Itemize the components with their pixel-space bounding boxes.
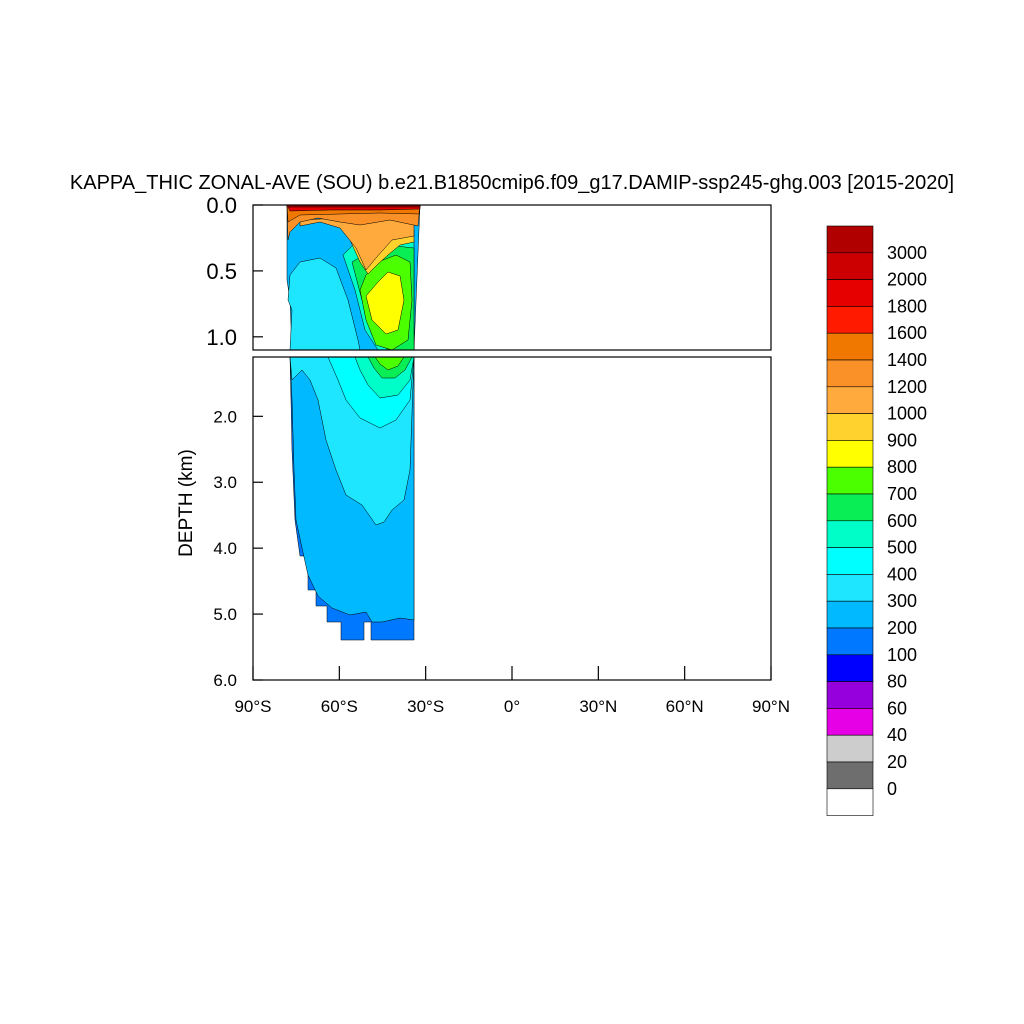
colorbar-box: [826, 332, 874, 361]
colorbar-label: 1400: [887, 350, 927, 370]
colorbar-label: 1000: [887, 404, 927, 424]
x-tick-label: 90°S: [234, 697, 271, 716]
colorbar-box: [826, 279, 874, 307]
colorbar-box: [826, 600, 874, 629]
colorbar-label: 20: [887, 752, 907, 772]
chart-title: KAPPA_THIC ZONAL-AVE (SOU) b.e21.B1850cm…: [69, 172, 955, 194]
upper-y-tick-label: 0.5: [206, 259, 237, 284]
upper-panel-frame: [252, 204, 772, 351]
colorbar: 3000200018001600140012001000900800700600…: [826, 225, 927, 816]
colorbar-label: 600: [887, 511, 917, 531]
colorbar-box: [826, 734, 874, 763]
upper-panel-field: [286, 205, 421, 350]
colorbar-box: [826, 574, 874, 602]
colorbar-box: [826, 654, 874, 682]
x-tick-label: 30°N: [579, 697, 617, 716]
colorbar-label: 60: [887, 698, 907, 718]
colorbar-label: 100: [887, 645, 917, 665]
colorbar-label: 700: [887, 484, 917, 504]
lower-y-tick-label: 5.0: [213, 605, 237, 624]
colorbar-label: 1600: [887, 323, 927, 343]
colorbar-label: 900: [887, 430, 917, 450]
colorbar-label: 300: [887, 591, 917, 611]
colorbar-box: [826, 252, 874, 280]
x-tick-label: 30°S: [407, 697, 444, 716]
colorbar-box: [826, 225, 874, 254]
colorbar-box: [826, 627, 874, 656]
lower-panel-field: [289, 357, 415, 641]
colorbar-label: 80: [887, 672, 907, 692]
colorbar-label: 500: [887, 538, 917, 558]
x-tick-label: 90°N: [752, 697, 790, 716]
x-tick-label: 60°N: [666, 697, 704, 716]
colorbar-label: 2000: [887, 270, 927, 290]
upper-y-axis: 0.0 0.5 1.0: [206, 193, 263, 350]
colorbar-box: [826, 359, 874, 388]
colorbar-label: 800: [887, 457, 917, 477]
colorbar-box: [826, 708, 874, 736]
colorbar-box: [826, 547, 874, 575]
colorbar-label: 1200: [887, 377, 927, 397]
colorbar-box: [826, 761, 874, 790]
upper-contour-band: [287, 257, 361, 350]
colorbar-label: 1800: [887, 296, 927, 316]
x-tick-label: 0°: [504, 697, 520, 716]
colorbar-label: 3000: [887, 243, 927, 263]
colorbar-box: [826, 413, 874, 441]
x-axis: 90°S 60°S 30°S 0° 30°N 60°N 90°N: [234, 666, 790, 716]
colorbar-box: [826, 440, 874, 468]
upper-y-tick-label: 1.0: [206, 325, 237, 350]
upper-y-tick-label: 0.0: [206, 193, 237, 218]
colorbar-box: [826, 681, 874, 709]
colorbar-label: 40: [887, 725, 907, 745]
lower-y-axis: 2.0 3.0 4.0 5.0 6.0: [213, 407, 263, 690]
y-axis-label: DEPTH (km): [176, 449, 197, 557]
x-tick-label: 60°S: [321, 697, 358, 716]
colorbar-label: 200: [887, 618, 917, 638]
lower-y-tick-label: 4.0: [213, 539, 237, 558]
colorbar-box: [826, 493, 874, 522]
colorbar-box: [826, 386, 874, 414]
colorbar-label: 0: [887, 779, 897, 799]
upper-contour-band: [365, 271, 405, 335]
colorbar-label: 400: [887, 564, 917, 584]
lower-y-tick-label: 6.0: [213, 671, 237, 690]
lower-y-tick-label: 2.0: [213, 407, 237, 426]
lower-contour-band: [374, 357, 405, 371]
colorbar-box: [826, 466, 874, 495]
colorbar-box: [826, 520, 874, 548]
lower-y-tick-label: 3.0: [213, 473, 237, 492]
colorbar-box: [826, 306, 874, 334]
colorbar-box: [826, 788, 874, 816]
